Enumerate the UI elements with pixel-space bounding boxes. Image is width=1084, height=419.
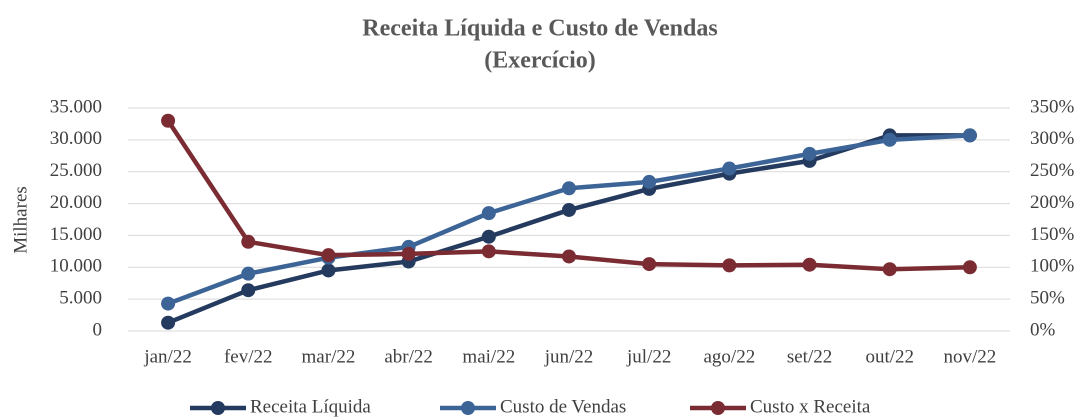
data-point <box>401 246 416 261</box>
data-point <box>241 266 256 281</box>
y2-tick-label: 0% <box>1030 319 1056 340</box>
data-point <box>161 296 176 311</box>
x-tick-label: mar/22 <box>302 346 356 367</box>
legend-label: Custo de Vendas <box>500 396 626 417</box>
series-line <box>167 133 970 325</box>
data-point <box>321 248 336 263</box>
y-tick-label: 25.000 <box>50 160 102 181</box>
data-point <box>642 257 657 272</box>
y-tick-label: 35.000 <box>50 96 102 117</box>
data-point <box>481 206 496 221</box>
y2-tick-label: 100% <box>1030 256 1075 277</box>
x-tick-label: nov/22 <box>944 346 997 367</box>
x-tick-label: jun/22 <box>544 346 594 367</box>
y-tick-label: 15.000 <box>50 224 102 245</box>
data-point <box>161 315 176 330</box>
data-point <box>882 262 897 277</box>
legend-label: Receita Líquida <box>250 396 371 417</box>
legend-swatch <box>711 401 725 415</box>
y2-tick-label: 50% <box>1030 288 1065 309</box>
data-point <box>802 257 817 272</box>
chart-title: (Exercício) <box>484 48 596 74</box>
x-tick-label: jan/22 <box>143 346 192 367</box>
data-point <box>562 249 576 264</box>
x-tick-label: ago/22 <box>704 346 756 367</box>
y-tick-label: 20.000 <box>50 192 102 213</box>
y2-tick-label: 300% <box>1030 128 1075 149</box>
data-point <box>321 263 336 278</box>
legend-label: Custo x Receita <box>750 396 871 417</box>
data-point <box>962 260 977 275</box>
data-point <box>722 161 737 176</box>
data-point <box>642 174 657 189</box>
y2-tick-label: 150% <box>1030 224 1075 245</box>
legend-swatch <box>211 401 225 415</box>
data-point <box>562 202 576 217</box>
y2-tick-label: 350% <box>1030 96 1075 117</box>
x-tick-label: jul/22 <box>626 346 671 367</box>
y-tick-label: 10.000 <box>50 256 102 277</box>
data-point <box>802 146 817 161</box>
x-tick-label: fev/22 <box>224 346 273 367</box>
data-point <box>882 132 897 147</box>
data-point <box>241 234 256 249</box>
data-point <box>722 258 737 273</box>
data-point <box>161 113 176 128</box>
chart-title: Receita Líquida e Custo de Vendas <box>362 16 717 42</box>
data-point <box>481 244 496 259</box>
y-tick-label: 5.000 <box>59 288 102 309</box>
x-tick-label: mai/22 <box>462 346 515 367</box>
y-axis-title: Milhares <box>10 186 31 254</box>
data-point <box>962 128 977 143</box>
y2-tick-label: 200% <box>1030 192 1075 213</box>
data-point <box>481 229 496 244</box>
x-tick-label: abr/22 <box>384 346 433 367</box>
legend-swatch <box>461 401 475 415</box>
x-tick-label: out/22 <box>865 346 914 367</box>
y-tick-label: 30.000 <box>50 128 102 149</box>
data-point <box>241 283 256 298</box>
y-tick-label: 0 <box>93 319 103 340</box>
y2-tick-label: 250% <box>1030 160 1075 181</box>
data-point <box>562 181 576 196</box>
x-tick-label: set/22 <box>787 346 832 367</box>
